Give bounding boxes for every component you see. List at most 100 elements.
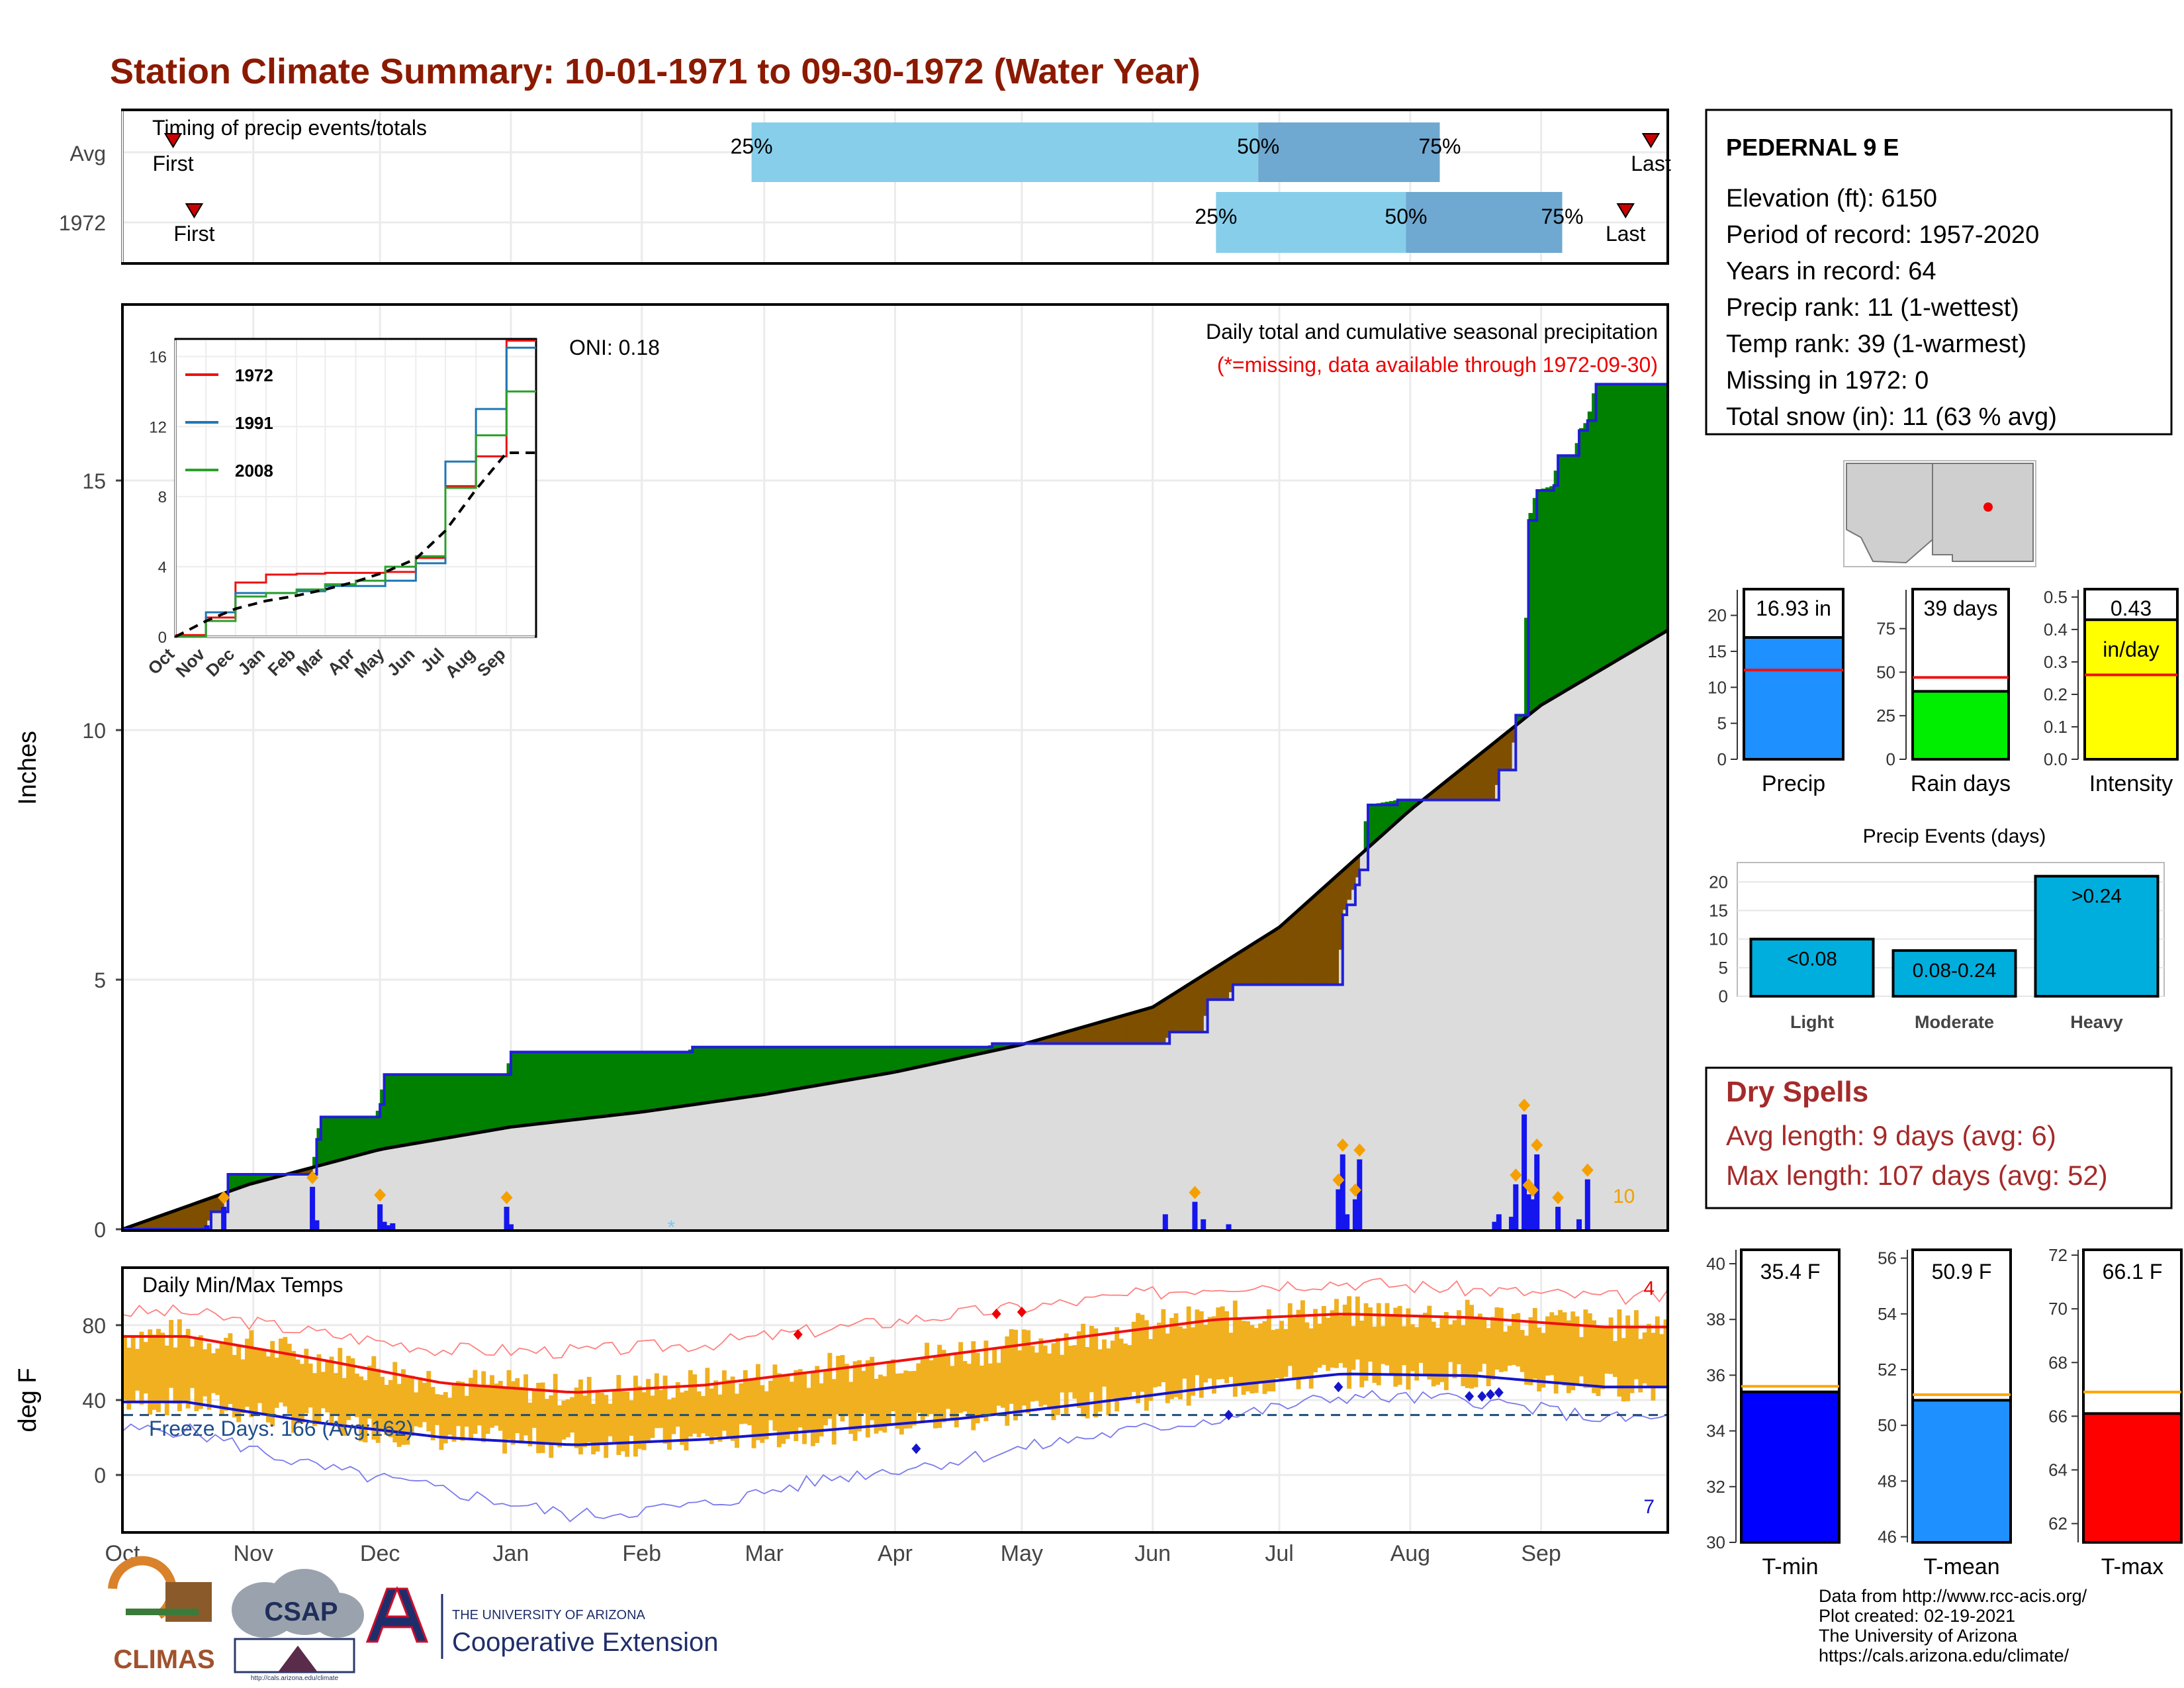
daily-temp-bar-180	[882, 1376, 887, 1433]
anomaly-fill-345	[1579, 428, 1584, 682]
daily-temp-bar-263	[1232, 1300, 1238, 1397]
anomaly-fill-20	[206, 1198, 212, 1221]
daily-temp-bar-60	[375, 1368, 381, 1443]
month-label-Sep: Sep	[1521, 1541, 1561, 1566]
anomaly-fill-312	[1439, 784, 1445, 800]
events-cat-1: Moderate	[1915, 1012, 1994, 1032]
anomaly-fill-28	[240, 1174, 246, 1187]
anomaly-fill-68	[409, 1074, 414, 1145]
anomaly-fill-56	[359, 1117, 364, 1155]
temp-ytick-0: 0	[94, 1464, 106, 1487]
daily-precip-bar-4	[377, 1204, 383, 1229]
anomaly-fill-183	[895, 1047, 900, 1072]
daily-temp-bar-97	[531, 1389, 537, 1429]
tmin-ytick-3: 36	[1706, 1365, 1725, 1385]
anomaly-fill-292	[1355, 857, 1360, 878]
anomaly-fill-92	[510, 1052, 516, 1127]
daily-temp-bar-89	[498, 1381, 503, 1431]
anomaly-fill-122	[637, 1052, 643, 1113]
anomaly-fill-218	[1042, 1037, 1048, 1044]
anomaly-fill-42	[299, 1170, 304, 1175]
daily-temp-bar-163	[810, 1372, 815, 1446]
daily-temp-bar-202	[975, 1352, 980, 1424]
last-label-0: Last	[1631, 152, 1671, 175]
timing-p25-label-1: 25%	[1195, 205, 1237, 228]
daily-temp-bar-357	[1629, 1326, 1635, 1393]
anomaly-fill-234	[1110, 1018, 1115, 1044]
daily-temp-bar-81	[464, 1395, 469, 1427]
anomaly-fill-246	[1161, 1000, 1166, 1044]
daily-temp-bar-91	[506, 1370, 512, 1440]
daily-temp-bar-161	[802, 1372, 807, 1444]
anomaly-fill-95	[523, 1052, 529, 1125]
daily-temp-bar-32	[257, 1349, 263, 1403]
anomaly-fill-155	[776, 1047, 782, 1092]
dry-spells-max: Max length: 107 days (avg: 52)	[1726, 1160, 2108, 1191]
month-label-Jul: Jul	[1265, 1541, 1293, 1566]
daily-temp-bar-303	[1402, 1326, 1406, 1366]
anomaly-fill-253	[1191, 982, 1196, 1033]
daily-temp-bar-330	[1516, 1313, 1521, 1367]
daily-temp-bar-241	[1140, 1315, 1145, 1392]
daily-temp-bar-240	[1136, 1313, 1141, 1403]
timing-bars: 25% 50% 75% First Last 25% 50% 75% First Last	[152, 122, 1671, 253]
daily-temp-bar-77	[447, 1397, 453, 1435]
anomaly-fill-278	[1296, 910, 1301, 985]
anomaly-fill-240	[1136, 1011, 1141, 1044]
daily-temp-bar-8	[156, 1329, 161, 1413]
precip-ytick-5: 5	[94, 968, 106, 992]
daily-temp-bar-21	[210, 1353, 216, 1393]
anomaly-fill-176	[865, 1047, 870, 1077]
event-marker-0	[218, 1191, 230, 1205]
anomaly-fill-358	[1633, 384, 1639, 649]
anomaly-fill-77	[447, 1074, 453, 1138]
event-marker-5	[1332, 1173, 1345, 1187]
daily-temp-bar-182	[891, 1359, 895, 1411]
daily-temp-bar-24	[224, 1337, 228, 1411]
daily-temp-bar-63	[388, 1380, 393, 1437]
daily-temp-bar-201	[971, 1341, 976, 1430]
daily-temp-bar-235	[1115, 1327, 1120, 1412]
rain_days-ytick-2: 50	[1876, 662, 1895, 682]
tmean-label: T-mean	[1923, 1554, 1999, 1579]
daily-temp-bar-188	[916, 1363, 921, 1413]
daily-temp-bar-39	[287, 1343, 292, 1414]
anomaly-fill-67	[405, 1074, 410, 1145]
daily-temp-bar-140	[713, 1380, 719, 1437]
timing-label: Timing of precip events/totals	[152, 116, 427, 140]
daily-temp-bar-7	[152, 1335, 157, 1410]
timing-p50-label-1: 50%	[1385, 205, 1427, 228]
daily-temp-bar-306	[1414, 1327, 1420, 1381]
daily-temp-bar-27	[236, 1344, 242, 1423]
events-ytick-20: 20	[1709, 872, 1728, 892]
timing-bar-q1-0	[751, 122, 1259, 182]
anomaly-fill-116	[612, 1052, 617, 1115]
daily-temp-bar-260	[1220, 1306, 1225, 1380]
record-low-marker-4	[1477, 1391, 1487, 1402]
daily-temp-bar-350	[1600, 1325, 1605, 1389]
daily-temp-bar-67	[405, 1377, 410, 1445]
anomaly-fill-147	[743, 1047, 748, 1098]
daily-temp-bar-147	[743, 1370, 748, 1424]
anomaly-fill-301	[1393, 800, 1398, 823]
daily-temp-bar-299	[1385, 1303, 1390, 1366]
daily-temp-bar-232	[1102, 1339, 1107, 1387]
station-elevation: Elevation (ft): 6150	[1726, 185, 1937, 212]
timing-p25-label-0: 25%	[731, 134, 773, 158]
anomaly-fill-114	[604, 1052, 609, 1116]
anomaly-fill-126	[654, 1052, 659, 1110]
anomaly-fill-29	[245, 1174, 250, 1186]
daily-temp-bar-335	[1537, 1327, 1542, 1392]
anomaly-fill-63	[388, 1074, 393, 1148]
summary-bar-charts: 0 5 10 15 20 16.93 in Precip 0 25 50 75 39 days Rain…	[1707, 587, 2179, 796]
anomaly-fill-53	[346, 1117, 351, 1158]
daily-temp-bar-356	[1625, 1315, 1631, 1401]
anomaly-fill-15	[185, 1205, 191, 1229]
daily-temp-bar-126	[654, 1373, 659, 1429]
anomaly-fill-346	[1583, 423, 1588, 679]
anomaly-fill-227	[1081, 1027, 1086, 1044]
daily-precip-bar-23	[1522, 1114, 1527, 1229]
anomaly-fill-282	[1313, 895, 1318, 985]
daily-temp-bar-307	[1418, 1317, 1424, 1363]
anomaly-fill-34	[265, 1174, 271, 1180]
